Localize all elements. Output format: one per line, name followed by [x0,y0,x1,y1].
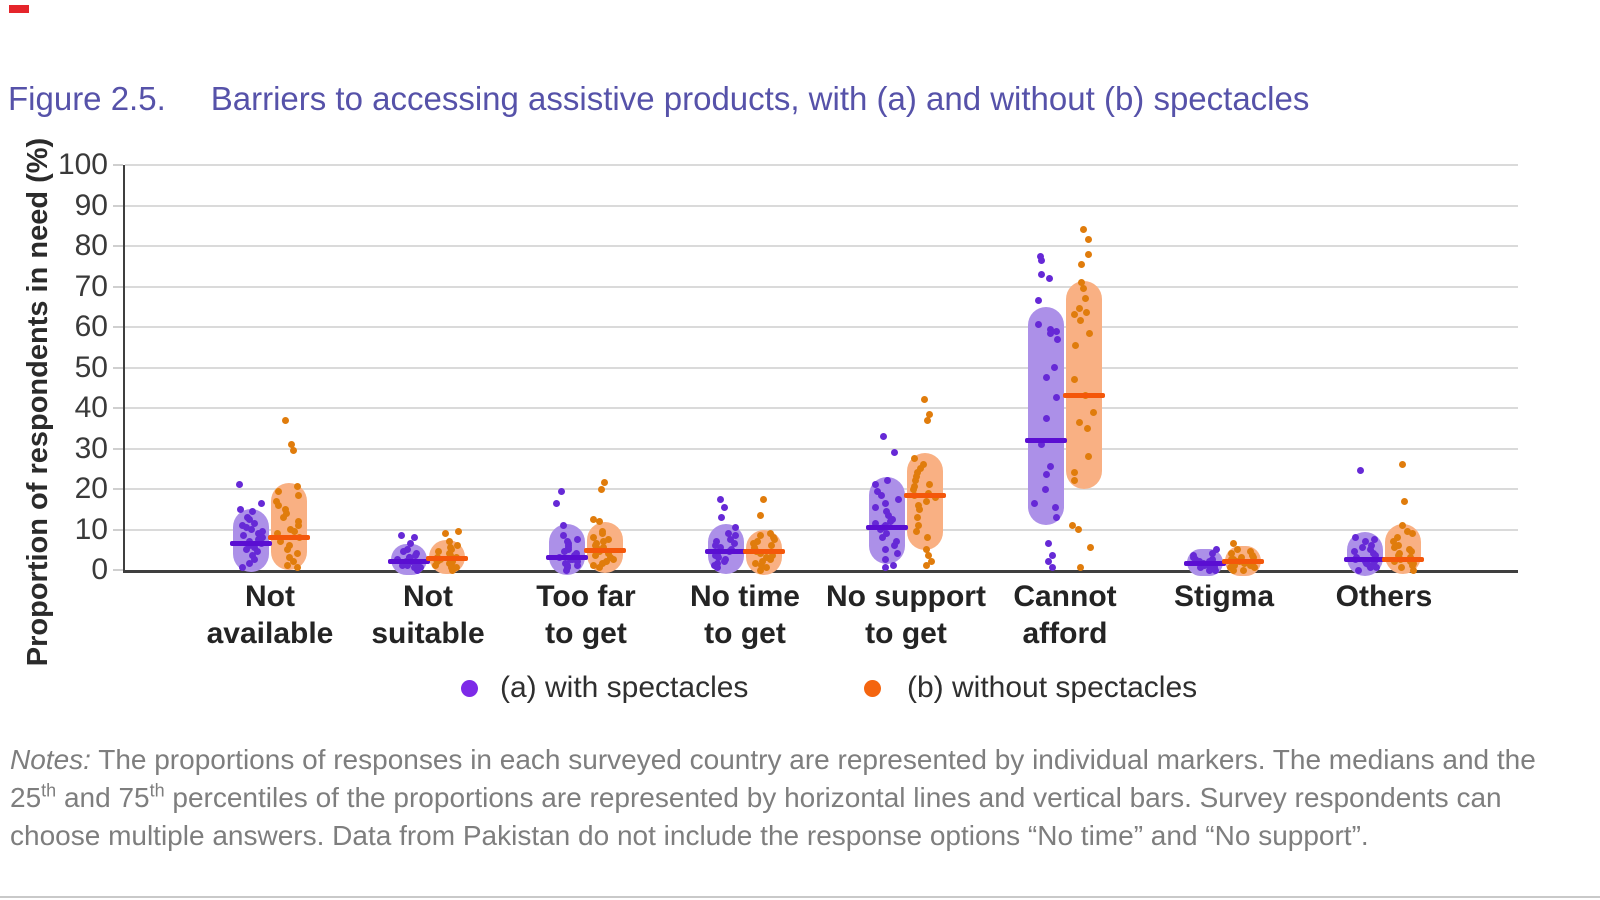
page-edge-red-mark [9,5,29,13]
gridline [125,245,1518,247]
y-axis-tick [113,164,123,166]
legend-dot-without-spectacles-icon [864,680,881,697]
plot-area [123,164,1518,573]
y-axis-tick [113,528,123,531]
y-axis-tick [113,407,123,409]
gridline [125,285,1518,288]
notes-line-3: choose multiple answers. Data from Pakis… [10,820,1369,851]
gridline [125,488,1518,490]
gridline [125,447,1518,450]
x-category-label: No time to get [689,580,800,650]
figure-title: Figure 2.5. Barriers to accessing assisti… [8,80,1309,118]
y-axis-tick [113,488,123,490]
notes-line-2: 25th and 75th percentiles of the proport… [10,780,1502,813]
notes-line-1: Notes: The proportions of responses in e… [10,744,1536,775]
gridline [125,204,1518,207]
figure-label: Figure 2.5. [8,80,166,117]
y-axis-tick [113,366,123,369]
y-axis-tick [113,447,123,450]
x-category-label: Too far to get [536,580,636,650]
y-axis-tick [113,569,123,571]
y-axis-tick [113,285,123,288]
figure-title-text: Barriers to accessing assistive products… [210,80,1310,117]
x-category-label: Cannot afford [1013,580,1117,650]
y-axis-title: Proportion of respondents in need (%) [22,137,54,667]
x-category-label: Stigma [1173,580,1275,613]
gridline [125,326,1518,328]
gridline [125,164,1518,166]
figure-notes: Notes: The proportions of responses in e… [10,741,1590,855]
legend-label-with-spectacles: (a) with spectacles [500,671,749,704]
y-axis-tick [113,204,123,207]
legend-dot-with-spectacles-icon [461,680,478,697]
gridline [125,366,1518,369]
legend-label-without-spectacles: (b) without spectacles [907,671,1198,704]
x-category-label: No support to get [826,580,986,650]
gridline [125,407,1518,409]
y-axis-tick [113,245,123,247]
x-category-label: Others [1335,580,1433,613]
gridline [125,528,1518,531]
x-category-label: Not available [206,580,334,650]
page-bottom-rule [0,896,1600,898]
y-axis-tick [113,326,123,328]
x-category-label: Not suitable [371,580,485,650]
